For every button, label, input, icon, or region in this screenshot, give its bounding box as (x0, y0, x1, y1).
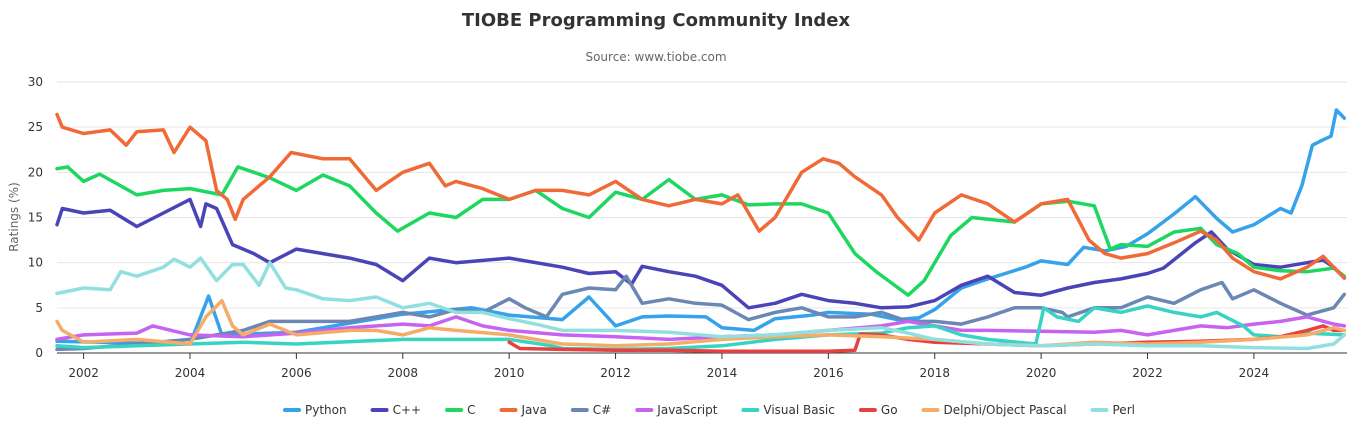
x-tick-label: 2020 (1026, 366, 1057, 380)
legend-label: C# (593, 403, 611, 417)
legend-item-c[interactable]: C (445, 403, 475, 417)
series-line-java (55, 112, 1347, 281)
y-tick-label: 0 (35, 346, 43, 360)
series-line-c (55, 165, 1347, 297)
legend-label: C (467, 403, 475, 417)
series-line-python (55, 108, 1347, 346)
y-tick-label: 20 (28, 165, 43, 179)
legend-label: Delphi/Object Pascal (944, 403, 1067, 417)
legend-label: Python (305, 403, 347, 417)
x-tick-label: 2024 (1239, 366, 1270, 380)
series-line-delphi-object-pascal (55, 298, 1347, 348)
x-tick-label: 2006 (281, 366, 312, 380)
x-tick-label: 2014 (707, 366, 738, 380)
x-axis-ticks: 2002 2004 2006 2008 2010 2012 2014 2016 2018 2020… (57, 352, 1347, 380)
x-tick-label: 2022 (1132, 366, 1163, 380)
legend-item-c-[interactable]: C# (570, 403, 611, 417)
series-line-c- (55, 274, 1347, 352)
legend-item-perl[interactable]: Perl (1090, 403, 1135, 417)
legend-label: Perl (1113, 403, 1135, 417)
chart-subtitle: Source: www.tiobe.com (585, 50, 726, 64)
y-tick-label: 15 (28, 211, 43, 225)
legend-item-java[interactable]: Java (499, 403, 547, 417)
series-line-visual-basic (55, 304, 1347, 352)
series-line-c- (55, 197, 1347, 310)
y-tick-label: 5 (35, 301, 43, 315)
series-lines (55, 108, 1347, 353)
y-tick-label: 30 (28, 75, 43, 89)
x-tick-label: 2018 (919, 366, 950, 380)
x-tick-label: 2016 (813, 366, 844, 380)
x-tick-label: 2002 (68, 366, 99, 380)
y-tick-label: 10 (28, 256, 43, 270)
legend-item-c-[interactable]: C++ (370, 403, 422, 417)
chart-title: TIOBE Programming Community Index (462, 10, 851, 31)
legend-label: Java (521, 403, 547, 417)
y-axis-ticks: 0 5 10 15 20 25 30 (28, 75, 43, 360)
x-tick-label: 2008 (387, 366, 418, 380)
x-tick-label: 2012 (600, 366, 631, 380)
legend-item-go[interactable]: Go (858, 403, 898, 417)
x-tick-label: 2010 (494, 366, 525, 380)
legend-item-visual-basic[interactable]: Visual Basic (741, 403, 835, 417)
legend-label: Go (881, 403, 898, 417)
legend: Python C++ C Java C# JavaScript Visual Basic Go… (283, 403, 1135, 417)
legend-label: C++ (393, 403, 422, 417)
legend-item-javascript[interactable]: JavaScript (635, 403, 718, 417)
legend-item-python[interactable]: Python (283, 403, 347, 417)
y-axis-title: Ratings (%) (7, 182, 21, 252)
series-line-perl (55, 256, 1347, 351)
x-tick-label: 2004 (175, 366, 206, 380)
legend-item-delphi-object-pascal[interactable]: Delphi/Object Pascal (921, 403, 1067, 417)
legend-label: JavaScript (656, 403, 717, 417)
legend-label: Visual Basic (763, 403, 834, 417)
y-tick-label: 25 (28, 120, 43, 134)
